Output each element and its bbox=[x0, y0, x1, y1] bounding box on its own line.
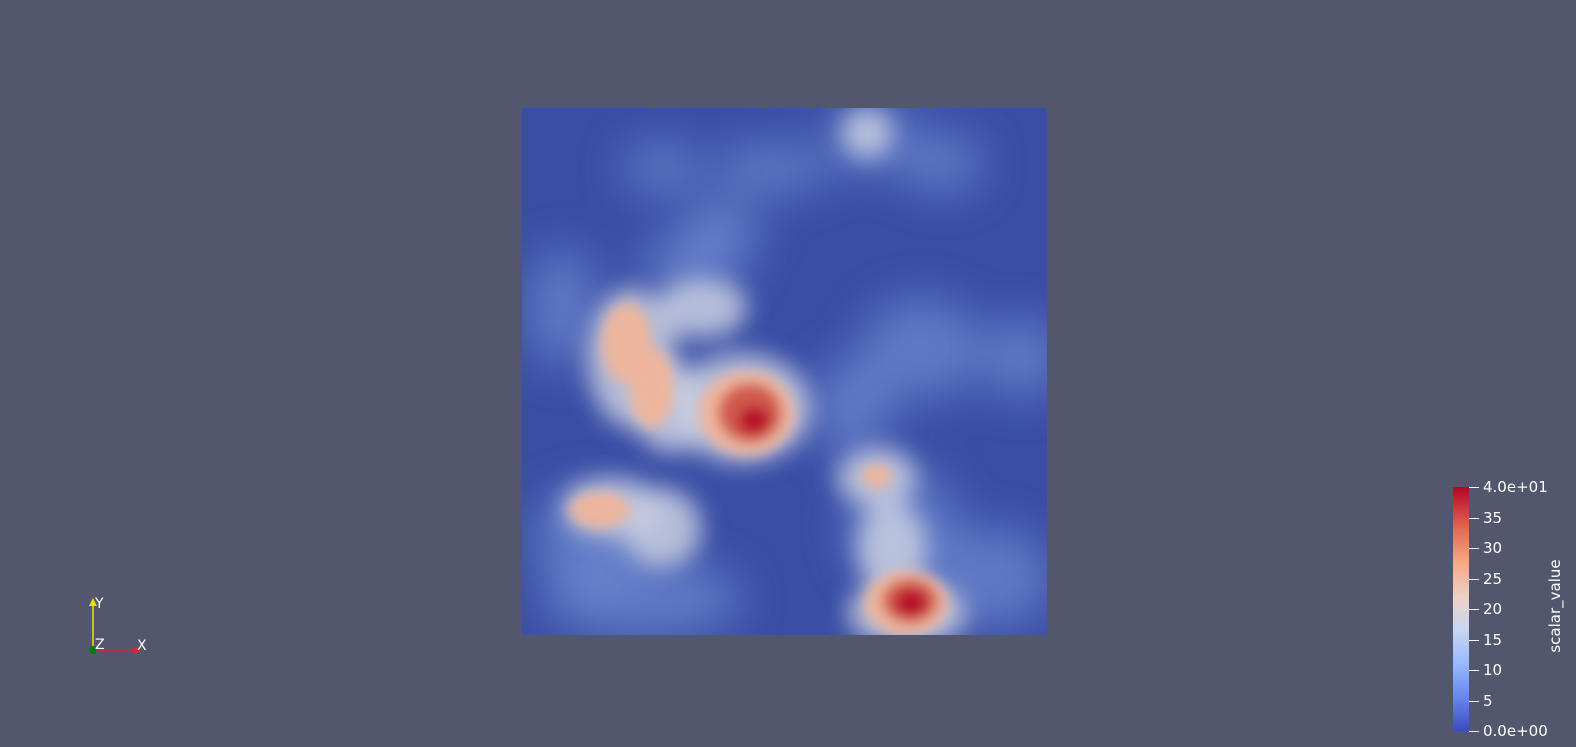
scalar-field-plane[interactable] bbox=[522, 108, 1047, 635]
colorbar-tick bbox=[1469, 670, 1479, 671]
colorbar-tick bbox=[1469, 548, 1479, 549]
colorbar-gradient bbox=[1453, 487, 1469, 731]
heat-halo bbox=[682, 198, 762, 258]
colorbar-tick-label: 35 bbox=[1483, 509, 1503, 527]
x-axis-label: X bbox=[137, 638, 147, 654]
scalar-colorbar[interactable]: 4.0e+01 0.0e+00 5 10 15 20 25 30 35 bbox=[1452, 479, 1576, 740]
heat-halo bbox=[622, 143, 702, 193]
heat-mid bbox=[622, 488, 702, 568]
heat-halo bbox=[527, 248, 597, 368]
heatmap-svg bbox=[522, 108, 1047, 635]
heat-warm bbox=[570, 492, 630, 528]
colorbar-tick bbox=[1469, 579, 1479, 580]
z-axis-label: Z bbox=[95, 637, 105, 653]
colorbar-tick bbox=[1469, 701, 1479, 702]
x-axis-arrow bbox=[134, 646, 142, 654]
orientation-axes: Y X Z bbox=[80, 592, 160, 662]
colorbar-tick-label: 15 bbox=[1483, 631, 1503, 649]
heat-core bbox=[895, 589, 927, 617]
colorbar-tick-label: 5 bbox=[1483, 692, 1493, 710]
colorbar-max-label: 4.0e+01 bbox=[1483, 478, 1548, 496]
colorbar-min-label: 0.0e+00 bbox=[1483, 722, 1548, 740]
heat-warm bbox=[630, 348, 674, 428]
colorbar-tick bbox=[1469, 609, 1479, 610]
heat-layer-high bbox=[570, 303, 949, 635]
y-axis-label: Y bbox=[94, 596, 104, 612]
heat-halo bbox=[712, 143, 832, 193]
heat-halo bbox=[902, 133, 982, 193]
colorbar-title: scalar_value bbox=[1546, 559, 1564, 653]
colorbar-tick-max bbox=[1469, 487, 1479, 488]
colorbar-tick-min bbox=[1469, 731, 1479, 732]
colorbar-tick-label: 20 bbox=[1483, 600, 1503, 618]
colorbar-tick-label: 30 bbox=[1483, 539, 1503, 557]
colorbar-tick bbox=[1469, 640, 1479, 641]
colorbar-tick-label: 25 bbox=[1483, 570, 1503, 588]
heat-halo bbox=[862, 298, 982, 398]
heat-mid bbox=[857, 503, 927, 593]
colorbar-tick-label: 10 bbox=[1483, 661, 1503, 679]
heat-halo bbox=[982, 318, 1047, 398]
heat-core bbox=[738, 406, 770, 434]
y-axis-arrow bbox=[89, 598, 97, 606]
heat-mid bbox=[657, 278, 747, 338]
z-axis-dot bbox=[89, 646, 97, 654]
colorbar-tick bbox=[1469, 518, 1479, 519]
heat-mid bbox=[842, 108, 892, 158]
heat-halo bbox=[812, 358, 892, 458]
heat-warm bbox=[862, 464, 892, 488]
